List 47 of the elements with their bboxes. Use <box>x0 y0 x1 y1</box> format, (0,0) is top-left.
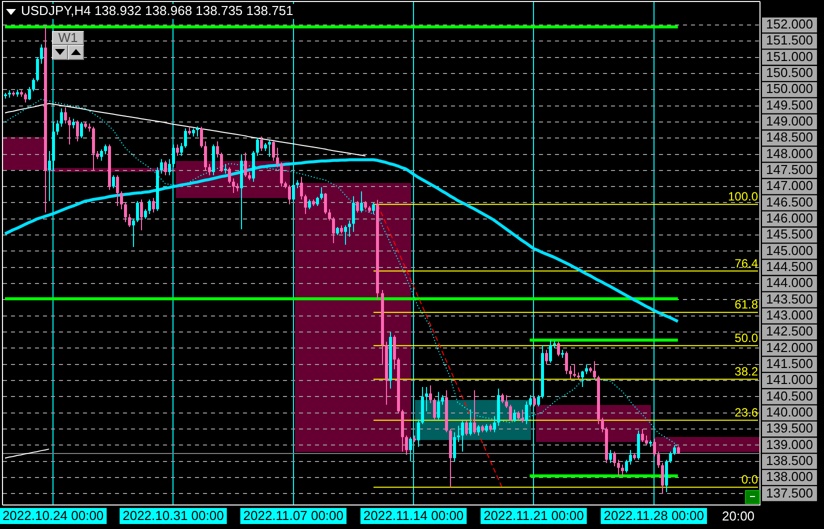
y-tick-label: 150.000 <box>766 81 813 96</box>
y-tick-label: 149.000 <box>766 114 813 129</box>
x-tick-label: 2022.11.07 00:00 <box>243 508 344 524</box>
y-tick-label: 141.000 <box>766 372 813 388</box>
series-label: 61.8 <box>734 298 758 312</box>
y-tick-label: 144.000 <box>766 275 813 290</box>
y-tick-label: 143.000 <box>766 307 813 322</box>
y-tick-label: 142.500 <box>766 324 813 339</box>
y-tick-label: 147.500 <box>766 162 813 177</box>
series-label: 23.6 <box>734 406 758 420</box>
text: 20:00 <box>722 508 755 524</box>
y-tick-label: 139.500 <box>766 420 813 436</box>
y-tick-label: 150.500 <box>766 65 813 80</box>
y-tick-label: 140.000 <box>766 404 813 420</box>
y-tick-label: 149.500 <box>766 97 813 112</box>
y-tick-label: 137.500 <box>766 485 813 500</box>
timeframe-button: W1 <box>52 31 84 45</box>
y-tick-label: 151.000 <box>766 48 813 64</box>
y-tick-label: 147.000 <box>766 178 813 194</box>
y-tick-label: 140.500 <box>766 388 813 404</box>
y-tick-label: 142.000 <box>766 340 813 355</box>
x-tick-label: 2022.11.28 00:00 <box>604 508 704 524</box>
x-tick-label: 2022.11.14 00:00 <box>363 508 464 524</box>
y-tick-label: 145.000 <box>766 242 813 258</box>
x-tick-label: 2022.10.31 00:00 <box>122 508 224 524</box>
y-tick-label: 141.500 <box>766 356 813 371</box>
x-tick-label: 2022.10.24 00:00 <box>2 508 104 524</box>
y-tick-label: 143.500 <box>766 291 813 306</box>
chart-title: USDJPY,H4 138.932 138.968 138.735 138.751 <box>21 3 294 18</box>
y-tick-label: 152.000 <box>766 16 813 32</box>
y-tick-label: 148.000 <box>766 146 813 161</box>
y-tick-label: 138.500 <box>766 452 813 468</box>
y-tick-label: 151.500 <box>766 32 813 48</box>
y-tick-label: 146.000 <box>766 210 813 226</box>
annotation: W1 <box>58 30 78 45</box>
series-label: 50.0 <box>734 330 758 345</box>
series-label: 100.0 <box>728 190 758 204</box>
series-label: 0.0 <box>741 472 758 487</box>
series-label: 38.2 <box>734 364 758 379</box>
y-tick-label: 146.500 <box>766 194 813 210</box>
x-tick-label: 2022.11.21 00:00 <box>484 508 584 524</box>
series-label: 76.4 <box>734 256 758 270</box>
y-tick-label: 148.500 <box>766 130 813 145</box>
y-tick-label: 139.000 <box>766 436 813 452</box>
y-tick-label: 138.000 <box>766 469 813 484</box>
y-tick-label: 144.500 <box>766 258 813 274</box>
y-tick-label: 145.500 <box>766 226 813 242</box>
